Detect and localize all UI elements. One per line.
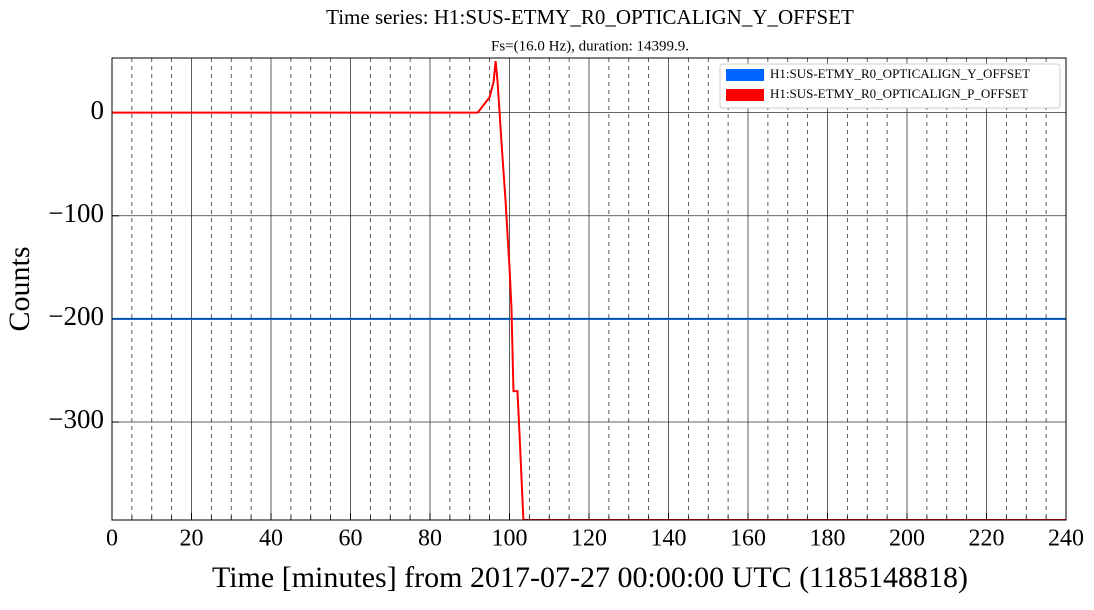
y-tick-label: 0 [91,95,105,125]
x-tick-label: 0 [106,526,118,552]
x-tick-label: 200 [889,526,925,552]
x-tick-label: 180 [810,526,846,552]
legend-label: H1:SUS-ETMY_R0_OPTICALIGN_Y_OFFSET [770,66,1030,81]
y-axis-label: Counts [3,246,36,331]
legend-swatch [726,89,764,101]
x-tick-label: 220 [969,526,1005,552]
x-tick-label: 140 [651,526,687,552]
x-tick-label: 100 [492,526,528,552]
legend-box [719,63,1061,109]
x-tick-label: 20 [180,526,204,552]
x-tick-label: 240 [1048,526,1084,552]
y-tick-label: −300 [48,404,104,434]
x-tick-label: 40 [259,526,283,552]
series-line [112,60,1066,520]
y-tick-label: −100 [48,198,104,228]
x-tick-label: 80 [418,526,442,552]
x-tick-label: 160 [730,526,766,552]
y-tick-label: −200 [48,301,104,331]
x-tick-label: 120 [571,526,607,552]
plot-frame [111,57,1067,521]
legend-label: H1:SUS-ETMY_R0_OPTICALIGN_P_OFFSET [770,86,1028,101]
x-axis-label: Time [minutes] from 2017-07-27 00:00:00 … [212,561,968,594]
chart-subtitle: Fs=(16.0 Hz), duration: 14399.9. [491,38,689,54]
legend-swatch [726,69,764,81]
chart-title: Time series: H1:SUS-ETMY_R0_OPTICALIGN_Y… [326,5,854,29]
x-tick-label: 60 [339,526,363,552]
